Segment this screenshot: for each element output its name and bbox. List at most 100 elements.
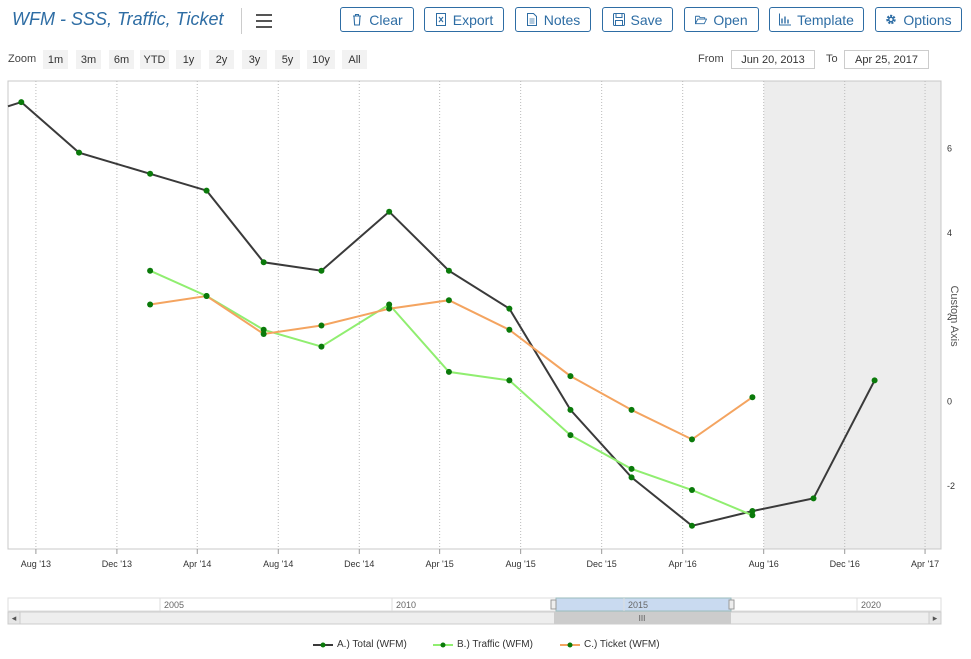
zoom-3m-button[interactable]: 3m <box>76 50 101 69</box>
save-button[interactable]: Save <box>602 7 673 32</box>
scroll-right-button <box>928 611 942 625</box>
y-axis-title: Custom Axis <box>948 285 960 347</box>
data-point-traffic <box>688 486 695 493</box>
zoom-1y-button[interactable]: 1y <box>176 50 201 69</box>
y-tick-label: 2 <box>947 312 952 322</box>
data-point-ticket <box>749 394 756 401</box>
data-point-total <box>445 267 452 274</box>
template-button-label: Template <box>797 11 854 28</box>
navigator-year-label: 2015 <box>628 600 648 610</box>
zoom-label: Zoom <box>8 53 37 65</box>
y-tick-label: 4 <box>947 228 952 238</box>
zoom-2y-button[interactable]: 2y <box>209 50 234 69</box>
legend-label-total: A.) Total (WFM) <box>337 639 407 650</box>
data-point-ticket <box>628 406 635 413</box>
data-point-traffic <box>318 343 325 350</box>
zoom-ytd-button[interactable]: YTD <box>140 50 169 69</box>
data-point-total <box>567 406 574 413</box>
data-point-total <box>76 149 83 156</box>
zoom-3y-button[interactable]: 3y <box>242 50 267 69</box>
export-button-label: Export <box>452 11 494 28</box>
zoom-6m-button[interactable]: 6m <box>109 50 134 69</box>
from-date-input[interactable]: Jun 20, 2013 <box>731 50 815 69</box>
navigator-year-label: 2010 <box>396 600 416 610</box>
data-point-ticket <box>506 326 513 333</box>
series-line-traffic <box>149 269 753 517</box>
x-tick-label: Aug '15 <box>506 559 536 569</box>
x-tick-label: Aug '16 <box>749 559 779 569</box>
data-point-total <box>147 170 154 177</box>
data-point-traffic <box>386 301 393 308</box>
data-point-ticket <box>567 373 574 380</box>
from-label: From <box>698 53 724 65</box>
options-button-label: Options <box>903 11 952 28</box>
hamburger-menu-icon[interactable] <box>256 14 272 28</box>
data-point-traffic <box>445 368 452 375</box>
x-tick-label: Apr '15 <box>426 559 454 569</box>
legend-swatch-traffic <box>433 642 453 647</box>
legend-item-ticket[interactable]: C.) Ticket (WFM) <box>560 639 660 650</box>
x-tick-label: Dec '13 <box>102 559 132 569</box>
series-line-total <box>7 100 876 527</box>
data-point-traffic <box>628 465 635 472</box>
export-button[interactable]: Export <box>424 7 504 32</box>
x-tick-label: Apr '14 <box>183 559 211 569</box>
legend-label-ticket: C.) Ticket (WFM) <box>584 639 660 650</box>
shaded-region <box>763 81 941 549</box>
to-label: To <box>826 53 838 65</box>
scrollbar-grip: III <box>639 614 646 623</box>
data-point-traffic <box>567 432 574 439</box>
scrollbar-track <box>7 611 942 625</box>
data-point-ticket <box>260 330 267 337</box>
trash-icon <box>353 13 362 26</box>
legend-item-total[interactable]: A.) Total (WFM) <box>313 639 407 650</box>
data-point-ticket <box>688 436 695 443</box>
options-button[interactable]: Options <box>875 7 962 32</box>
data-point-traffic <box>260 326 267 333</box>
open-button[interactable]: Open <box>684 7 759 32</box>
to-date-input[interactable]: Apr 25, 2017 <box>844 50 929 69</box>
series-line-ticket <box>149 294 753 441</box>
zoom-all-button[interactable]: All <box>342 50 367 69</box>
zoom-5y-button[interactable]: 5y <box>275 50 300 69</box>
scroll-left-arrow-icon: ◂ <box>12 613 17 623</box>
gear-icon <box>886 14 897 25</box>
scroll-right-arrow-icon: ▸ <box>933 613 938 623</box>
clear-button[interactable]: Clear <box>340 7 414 32</box>
data-point-traffic <box>506 377 513 384</box>
document-icon <box>526 13 537 26</box>
x-tick-label: Aug '13 <box>21 559 51 569</box>
zoom-1m-button[interactable]: 1m <box>43 50 68 69</box>
x-tick-label: Apr '16 <box>669 559 697 569</box>
x-tick-label: Dec '15 <box>587 559 617 569</box>
scrollbar-thumb <box>554 612 731 624</box>
notes-button[interactable]: Notes <box>515 7 591 32</box>
data-point-total <box>688 522 695 529</box>
zoom-10y-button[interactable]: 10y <box>307 50 335 69</box>
x-tick-label: Apr '17 <box>911 559 939 569</box>
x-tick-label: Dec '16 <box>830 559 860 569</box>
open-button-label: Open <box>713 11 748 28</box>
data-point-total <box>386 208 393 215</box>
navigator-year-label: 2020 <box>861 600 881 610</box>
navigator-track <box>7 597 942 612</box>
clear-button-label: Clear <box>369 11 403 28</box>
legend-swatch-total <box>313 642 333 647</box>
data-point-traffic <box>147 267 154 274</box>
scroll-left-button <box>7 611 21 625</box>
legend-item-traffic[interactable]: B.) Traffic (WFM) <box>433 639 533 650</box>
y-tick-label: -2 <box>947 481 955 491</box>
excel-file-icon <box>435 13 446 26</box>
plot-area-border <box>7 80 942 550</box>
data-point-ticket <box>445 297 452 304</box>
bar-chart-icon <box>779 13 792 26</box>
data-point-total <box>203 187 210 194</box>
data-point-total <box>628 474 635 481</box>
chart-title: WFM - SSS, Traffic, Ticket <box>12 9 224 29</box>
template-button[interactable]: Template <box>769 7 864 32</box>
y-tick-label: 6 <box>947 143 952 153</box>
data-point-total <box>506 305 513 312</box>
navigator-year-label: 2005 <box>164 600 184 610</box>
data-point-total <box>749 508 756 515</box>
